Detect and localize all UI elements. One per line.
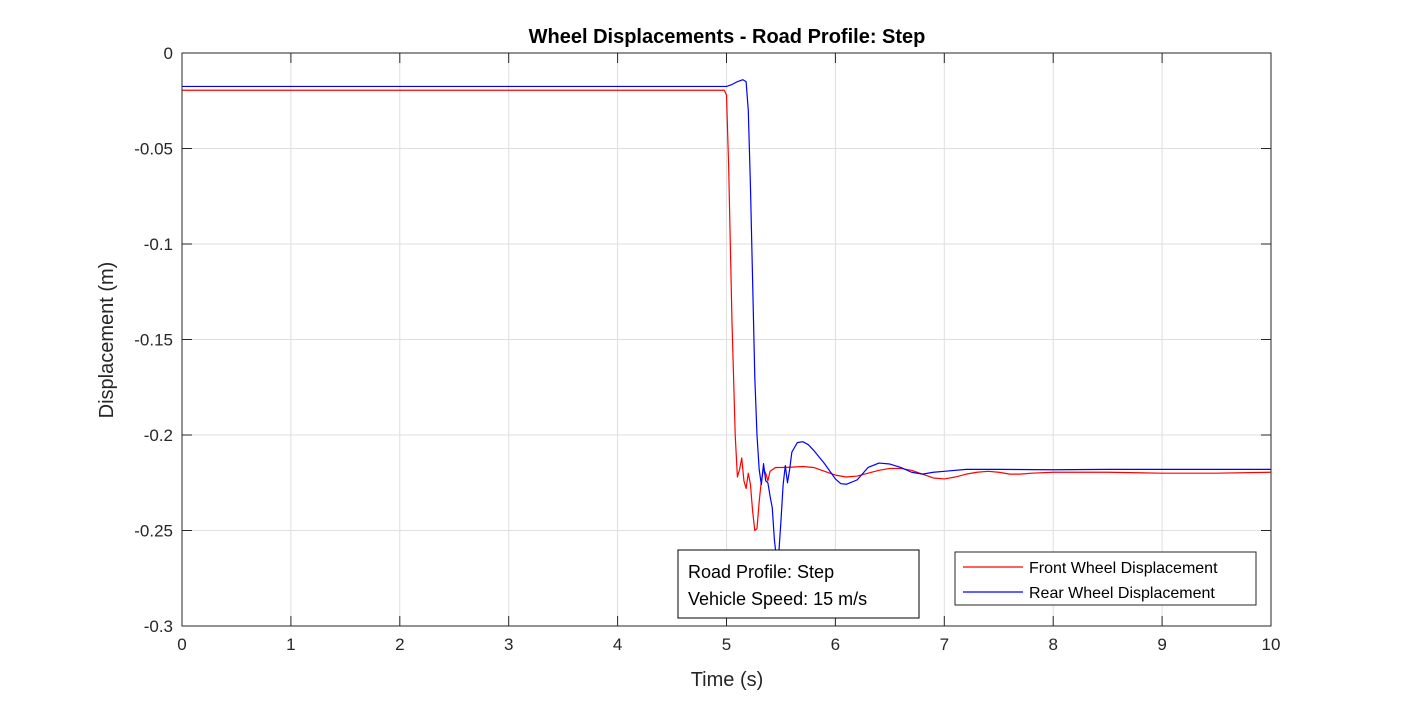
x-tick-label: 8: [1048, 635, 1057, 654]
x-tick-label: 0: [177, 635, 186, 654]
x-tick-label: 9: [1157, 635, 1166, 654]
y-tick-label: -0.3: [144, 617, 173, 636]
annotation-line-vehicle-speed: Vehicle Speed: 15 m/s: [688, 589, 867, 609]
y-tick-label: -0.15: [134, 331, 173, 350]
series-line-rear-wheel: [182, 79, 1271, 560]
y-tick-label: -0.05: [134, 140, 173, 159]
plot-area: 0 1 2 3 4 5 6 7 8 9 10 0 -0.05 -0.1 -0.15 -0.2 -0.25 -0.3: [134, 44, 1280, 654]
x-tick-label: 6: [831, 635, 840, 654]
legend: Front Wheel Displacement Rear Wheel Disp…: [954, 551, 1257, 606]
y-tick-label: -0.1: [144, 235, 173, 254]
legend-label-front: Front Wheel Displacement: [1029, 560, 1218, 577]
x-tick-label: 5: [722, 635, 731, 654]
annotation-line-road-profile: Road Profile: Step: [688, 562, 834, 582]
series-line-front-wheel: [182, 89, 1272, 532]
tick-layer: 0 1 2 3 4 5 6 7 8 9 10 0 -0.05 -0.1 -0.15 -0.2 -0.25 -0.3: [134, 44, 1280, 654]
x-axis-label: Time (s): [691, 669, 764, 691]
grid-layer: [182, 53, 1271, 626]
y-axis-label: Displacement (m): [96, 262, 118, 419]
x-tick-label: 3: [504, 635, 513, 654]
x-tick-label: 1: [286, 635, 295, 654]
y-tick-label: -0.25: [134, 522, 173, 541]
annotation-box: Road Profile: Step Vehicle Speed: 15 m/s: [677, 549, 920, 619]
y-tick-label: -0.2: [144, 426, 173, 445]
chart-title: Wheel Displacements - Road Profile: Step: [529, 26, 926, 48]
x-tick-label: 7: [940, 635, 949, 654]
x-tick-label: 4: [613, 635, 622, 654]
series-layer: [182, 79, 1272, 560]
legend-box: [954, 551, 1257, 606]
x-tick-label: 2: [395, 635, 404, 654]
legend-label-rear: Rear Wheel Displacement: [1029, 585, 1215, 602]
y-tick-label: 0: [164, 44, 173, 63]
annotation-frame: [677, 549, 920, 619]
x-tick-label: 10: [1262, 635, 1281, 654]
